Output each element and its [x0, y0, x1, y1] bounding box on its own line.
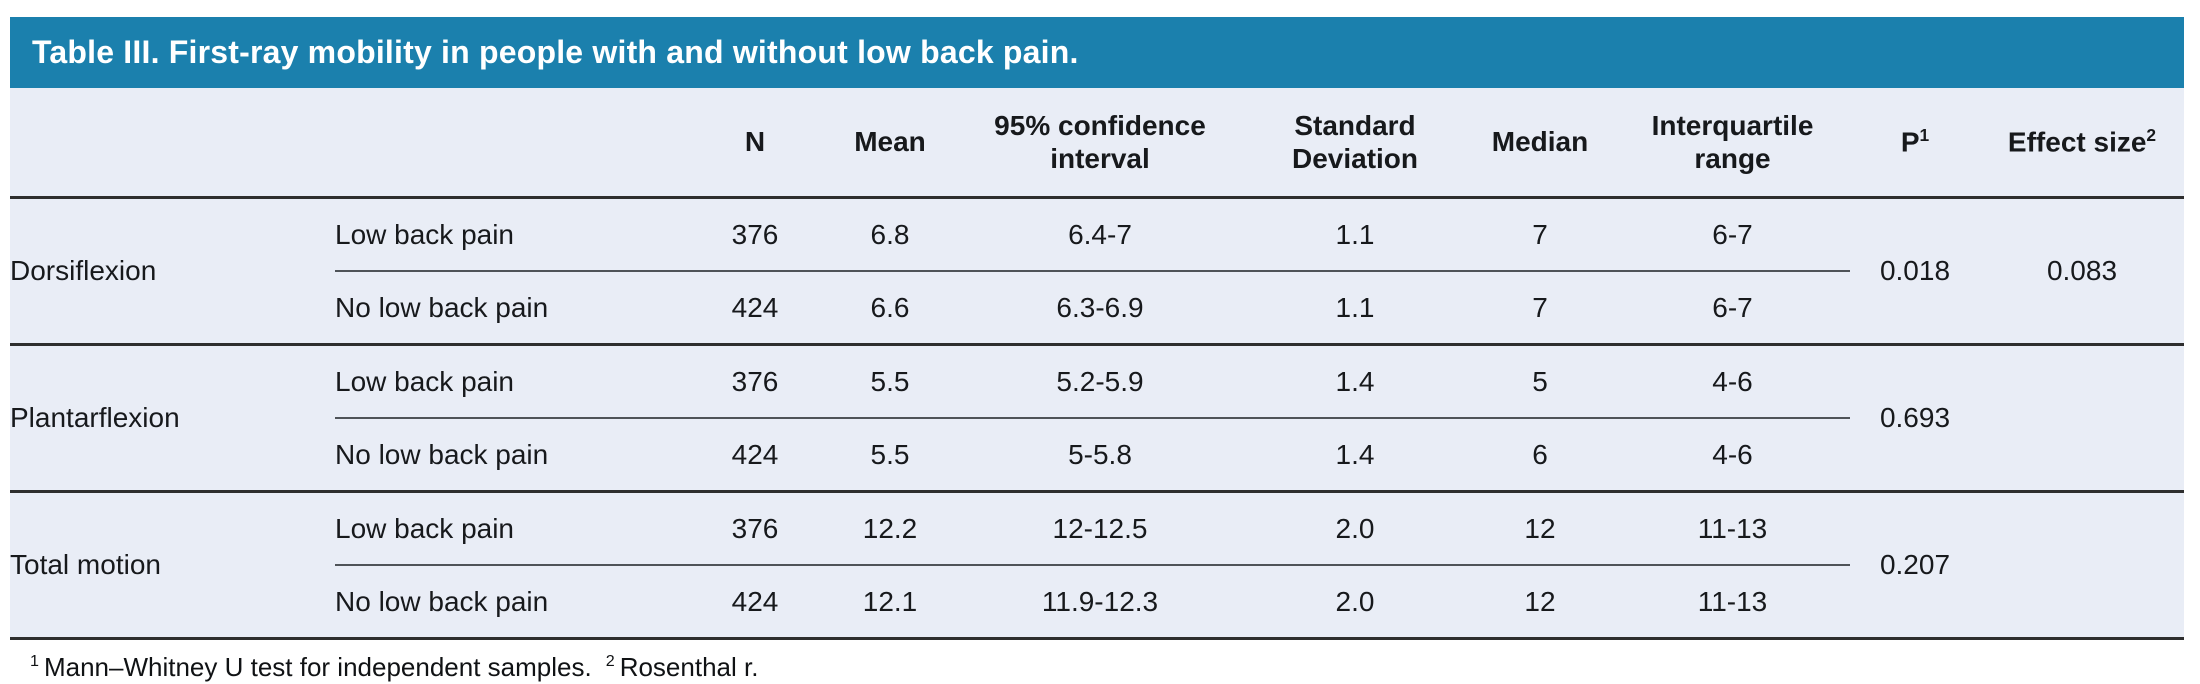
first-ray-mobility-table: N Mean 95% confidence interval Standard … — [10, 88, 2184, 640]
condition-cell: Low back pain — [335, 343, 685, 419]
median-cell: 7 — [1465, 196, 1615, 272]
median-cell: 12 — [1465, 490, 1615, 566]
median-cell: 5 — [1465, 343, 1615, 419]
p-label: P — [1900, 126, 1920, 158]
iqr-cell: 6-7 — [1712, 291, 1753, 323]
effect-size-label: Effect size — [2007, 126, 2147, 158]
condition-cell: No low back pain — [335, 438, 549, 470]
header-effect-size: Effect size2 — [1980, 88, 2184, 199]
mean-cell: 6.6 — [870, 291, 910, 323]
group-label-dorsiflexion: Dorsiflexion — [10, 196, 335, 345]
p-value-cell: 0.018 — [1850, 196, 1980, 345]
group-label-total-motion: Total motion — [10, 490, 335, 639]
median-cell: 12 — [1524, 585, 1556, 617]
n-cell: 424 — [731, 585, 779, 617]
condition-cell: Low back pain — [335, 196, 685, 272]
effect-size-cell — [1980, 490, 2184, 639]
n-cell: 376 — [685, 490, 825, 566]
p-value-cell: 0.693 — [1850, 343, 1980, 492]
table-header: N Mean 95% confidence interval Standard … — [10, 88, 2184, 199]
p-value-cell: 0.207 — [1850, 490, 1980, 639]
mean-cell: 12.2 — [825, 490, 955, 566]
table-iii-card: Table III. First-ray mobility in people … — [10, 17, 2184, 683]
condition-cell: No low back pain — [335, 291, 549, 323]
mean-cell: 5.5 — [825, 343, 955, 419]
iqr-cell: 4-6 — [1615, 343, 1850, 419]
median-cell: 6 — [1532, 438, 1548, 470]
header-median: Median — [1465, 88, 1615, 199]
group-label-plantarflexion: Plantarflexion — [10, 343, 335, 492]
header-mean: Mean — [825, 88, 955, 199]
mean-cell: 5.5 — [870, 438, 910, 470]
footnote: 1 Mann–Whitney U test for independent sam… — [10, 652, 2184, 683]
n-cell: 424 — [731, 438, 779, 470]
n-cell: 376 — [685, 196, 825, 272]
table-row-dorsiflexion-lbp: Dorsiflexion Low back pain 376 6.8 6.4-7… — [10, 196, 2184, 345]
mean-cell: 12.1 — [862, 585, 918, 617]
footnote-text-1: Mann–Whitney U test for independent samp… — [43, 652, 592, 682]
sd-cell: 1.4 — [1245, 343, 1465, 419]
footnote-marker-2: 2 — [605, 652, 615, 671]
table-row-plantarflexion-no-lbp: No low back pain 424 5.5 5-5.8 1.4 6 4-6 — [10, 418, 2184, 492]
effect-size-footnote-marker: 2 — [2146, 125, 2157, 146]
ci-cell: 5.2-5.9 — [955, 343, 1245, 419]
header-spacer-condition — [335, 88, 685, 199]
table-title-bar: Table III. First-ray mobility in people … — [10, 17, 2184, 88]
header-row: N Mean 95% confidence interval Standard … — [10, 88, 2184, 199]
iqr-cell: 6-7 — [1615, 196, 1850, 272]
ci-cell: 6.3-6.9 — [1056, 291, 1144, 323]
sd-cell: 2.0 — [1245, 490, 1465, 566]
table-title: Table III. First-ray mobility in people … — [32, 34, 1079, 70]
sd-cell: 2.0 — [1335, 585, 1375, 617]
median-cell: 7 — [1532, 291, 1548, 323]
header-confidence-interval: 95% confidence interval — [955, 88, 1245, 199]
table-row-dorsiflexion-no-lbp: No low back pain 424 6.6 6.3-6.9 1.1 7 6… — [10, 271, 2184, 345]
n-cell: 424 — [731, 291, 779, 323]
ci-cell: 5-5.8 — [1068, 438, 1132, 470]
effect-size-cell — [1980, 343, 2184, 492]
effect-size-cell: 0.083 — [1980, 196, 2184, 345]
sd-cell: 1.1 — [1335, 291, 1375, 323]
table-body: Dorsiflexion Low back pain 376 6.8 6.4-7… — [10, 196, 2184, 639]
condition-cell: Low back pain — [335, 490, 685, 566]
n-cell: 376 — [685, 343, 825, 419]
footnote-marker-1: 1 — [30, 652, 39, 671]
sd-cell: 1.1 — [1245, 196, 1465, 272]
header-standard-deviation: Standard Deviation — [1245, 88, 1465, 199]
header-interquartile-range: Interquartile range — [1615, 88, 1850, 199]
condition-cell: No low back pain — [335, 585, 549, 617]
p-footnote-marker: 1 — [1919, 125, 1930, 146]
table-row-total-motion-no-lbp: No low back pain 424 12.1 11.9-12.3 2.0 … — [10, 565, 2184, 639]
table-row-plantarflexion-lbp: Plantarflexion Low back pain 376 5.5 5.2… — [10, 343, 2184, 492]
header-p-value: P1 — [1850, 88, 1980, 199]
sd-cell: 1.4 — [1335, 438, 1375, 470]
ci-cell: 12-12.5 — [955, 490, 1245, 566]
header-spacer-group — [10, 88, 335, 199]
table-row-total-motion-lbp: Total motion Low back pain 376 12.2 12-1… — [10, 490, 2184, 639]
iqr-cell: 11-13 — [1697, 585, 1768, 617]
footnote-text-2: Rosenthal r. — [619, 652, 759, 682]
ci-cell: 11.9-12.3 — [1041, 585, 1159, 617]
iqr-cell: 4-6 — [1712, 438, 1753, 470]
header-n: N — [685, 88, 825, 199]
mean-cell: 6.8 — [825, 196, 955, 272]
ci-cell: 6.4-7 — [955, 196, 1245, 272]
iqr-cell: 11-13 — [1615, 490, 1850, 566]
